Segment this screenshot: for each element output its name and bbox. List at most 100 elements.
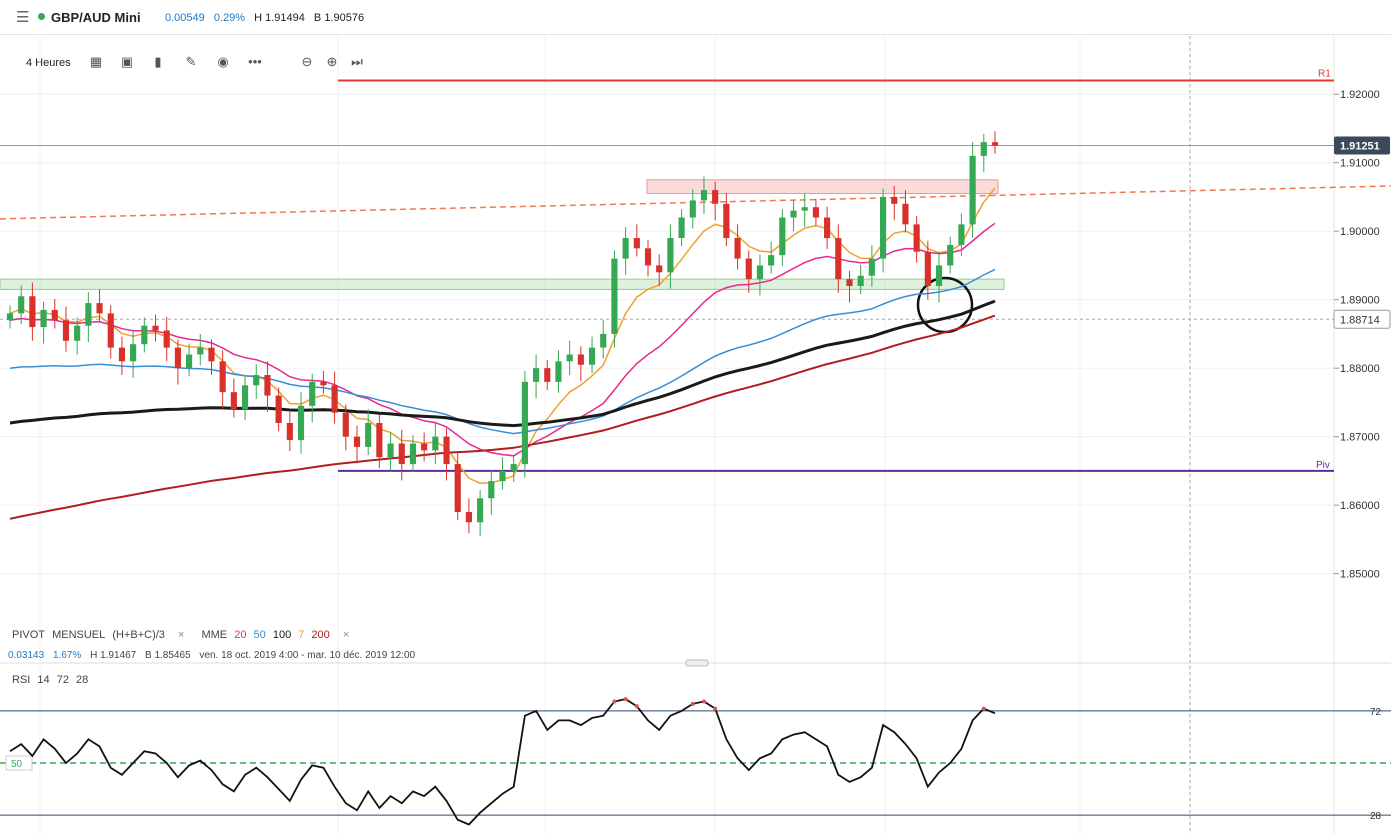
candle-up: [186, 354, 193, 369]
candle-down: [812, 207, 819, 218]
candle-up: [387, 443, 394, 458]
mme-100-line: [9, 299, 996, 428]
candle-down: [152, 325, 159, 331]
candle-up: [555, 361, 562, 382]
y-axis-tick-label: 1.88000: [1340, 363, 1380, 375]
candle-up: [6, 313, 14, 321]
candle-up: [74, 325, 81, 341]
candle-up: [790, 210, 797, 218]
candle-up: [130, 344, 137, 362]
candle-down: [656, 265, 663, 273]
candle-down: [544, 368, 551, 382]
candle-up: [667, 238, 674, 273]
candle-down: [107, 313, 114, 348]
y-axis-tick-label: 1.86000: [1340, 500, 1380, 512]
zoom-out-icon[interactable]: ⊖: [301, 54, 313, 69]
instrument-name[interactable]: GBP/AUD Mini: [51, 10, 141, 25]
rsi-middle-badge: [5, 755, 33, 771]
draw-icon[interactable]: ✎: [185, 54, 197, 69]
range-high: H 1.91467: [90, 650, 137, 661]
candle-down: [219, 361, 226, 393]
candle-up: [432, 436, 439, 451]
candle-up: [40, 309, 47, 328]
candle-down: [376, 422, 383, 458]
y-axis-tick-label: 1.92000: [1340, 89, 1380, 101]
mme-20-label: 20: [234, 629, 247, 641]
mme-50-label: 50: [253, 629, 266, 641]
candle-down: [712, 190, 719, 204]
candle-down: [331, 385, 338, 413]
candle-down: [891, 196, 898, 204]
candle-up: [588, 347, 596, 365]
indicators-icon[interactable]: ▮: [154, 54, 162, 69]
r1-level-label: R1: [1318, 69, 1331, 80]
candle-up: [365, 422, 372, 447]
range-change-percent: 1.67%: [52, 650, 82, 661]
candle-up: [197, 347, 204, 355]
candle-down: [924, 251, 931, 286]
resistance-trendline: [0, 185, 1391, 220]
candle-up: [980, 142, 987, 156]
rsi-overbought-mark: [612, 699, 617, 704]
crosshair-price-label: 1.88714: [1340, 314, 1380, 326]
live-status-icon: [38, 13, 45, 20]
high-value: H 1.91494: [254, 12, 305, 24]
candle-up: [521, 381, 528, 465]
more-icon[interactable]: •••: [248, 54, 262, 69]
chart-type-icon[interactable]: ▦: [89, 54, 103, 69]
candle-down: [902, 203, 909, 225]
mme-legend-name: MME: [201, 629, 228, 641]
candle-up: [309, 381, 316, 406]
candle-up: [477, 498, 484, 523]
chart-toolbar: 4 Heures ▦ ▣ ▮ ✎ ◉ ••• ⊖ ⊕ ⏭: [0, 50, 380, 74]
pivot-legend-formula: (H+B+C)/3: [112, 629, 165, 641]
candle-up: [297, 405, 305, 441]
candle-up: [499, 470, 506, 482]
candle-up: [510, 464, 517, 471]
candle-up: [566, 354, 573, 362]
candle-down: [62, 320, 70, 341]
candle-up: [611, 258, 618, 334]
candle-down: [991, 142, 999, 146]
remove-pivot-button[interactable]: ×: [177, 629, 185, 641]
candle-up: [700, 190, 708, 201]
candle-up: [969, 155, 976, 225]
zoom-in-icon[interactable]: ⊕: [326, 54, 338, 69]
timeframe-selector[interactable]: 4 Heures: [26, 57, 71, 69]
candle-up: [18, 296, 25, 314]
candle-down: [421, 443, 428, 451]
candle-up: [879, 196, 887, 259]
candle-up: [689, 200, 696, 218]
candle-down: [320, 381, 327, 386]
mme-20-line: [9, 222, 996, 457]
template-icon[interactable]: ▣: [120, 54, 134, 69]
candle-up: [533, 368, 540, 382]
visibility-icon[interactable]: ◉: [217, 54, 229, 69]
candle-up: [947, 244, 954, 266]
mme-7-line: [9, 187, 996, 484]
rsi-legend: RSI 14 72 28: [12, 674, 92, 686]
range-dates: ven. 18 oct. 2019 4:00 - mar. 10 déc. 20…: [199, 650, 416, 661]
pane-resize-handle: [685, 659, 709, 667]
candle-down: [163, 330, 170, 348]
jump-end-icon[interactable]: ⏭: [351, 54, 363, 69]
range-low: B 1.85465: [145, 650, 191, 661]
candle-down: [398, 443, 405, 465]
rsi-upper: 72: [56, 674, 69, 686]
menu-icon[interactable]: ☰: [16, 9, 30, 26]
candle-down: [734, 238, 741, 259]
candle-down: [51, 309, 58, 321]
candle-down: [723, 203, 730, 239]
rsi-middle-label: 50: [11, 759, 23, 770]
candle-up: [958, 224, 965, 245]
candle-up: [935, 265, 943, 286]
change-value: 0.00549: [165, 12, 205, 24]
change-percent: 0.29%: [213, 12, 246, 24]
candle-down: [913, 224, 920, 252]
candle-down: [443, 436, 450, 465]
candle-up: [868, 258, 875, 276]
rsi-overbought-mark: [634, 704, 639, 709]
candle-up: [756, 265, 764, 280]
remove-mme-button[interactable]: ×: [342, 629, 350, 641]
